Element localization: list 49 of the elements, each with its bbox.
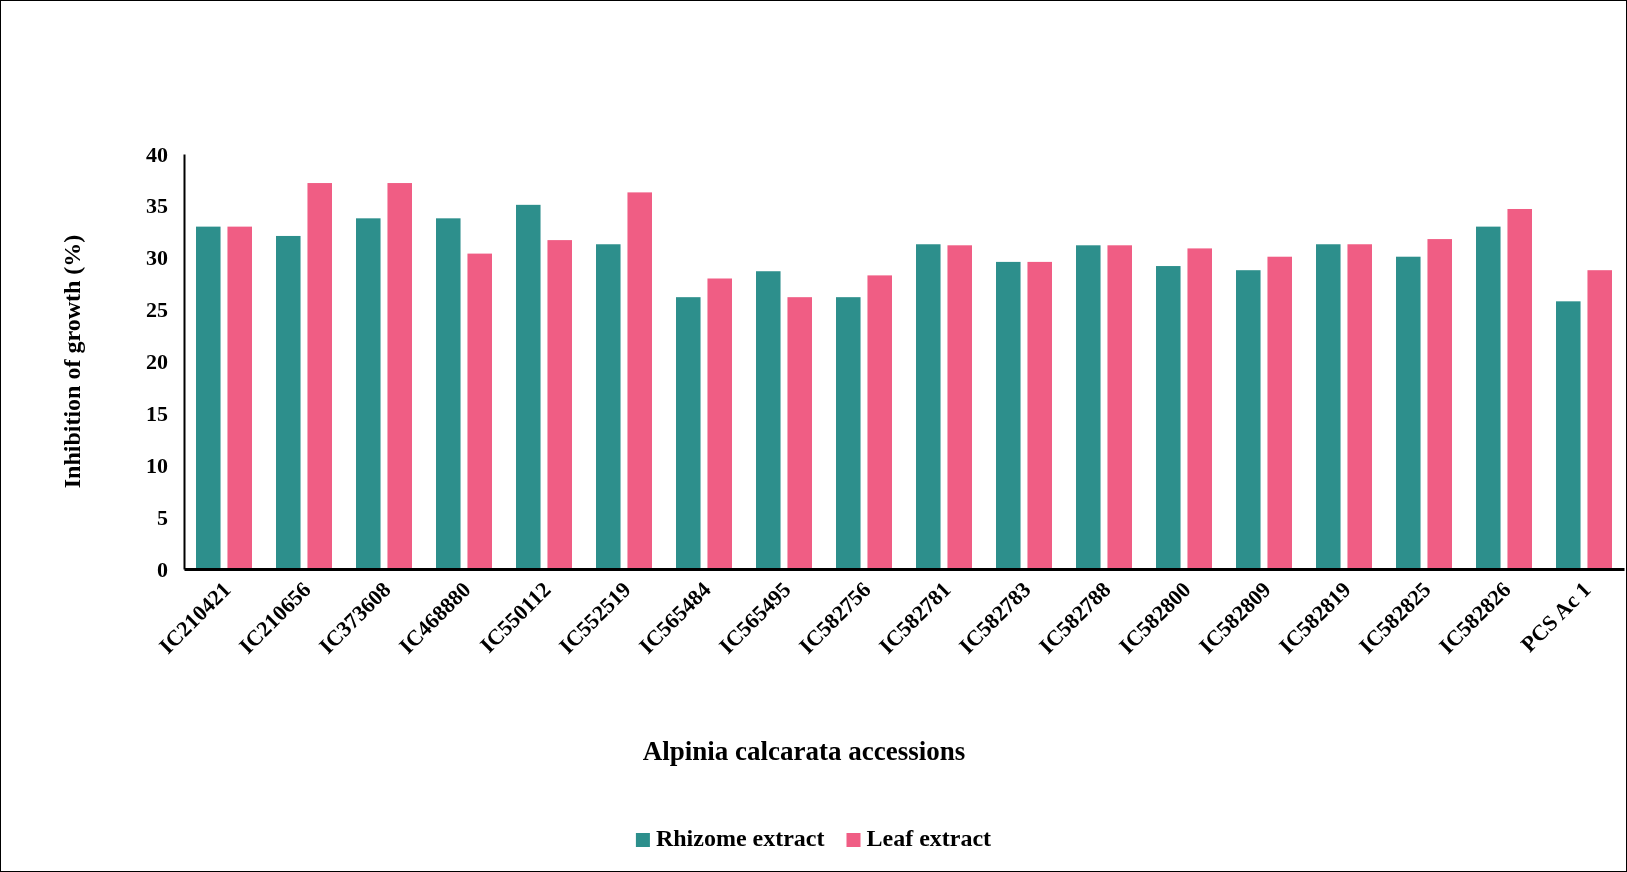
bar (836, 297, 861, 569)
bar (707, 278, 732, 569)
bar (1476, 226, 1501, 569)
y-tick-label: 40 (146, 141, 168, 167)
bar (596, 244, 621, 569)
bar (1156, 266, 1181, 569)
bar (436, 218, 461, 569)
bar (1107, 245, 1132, 569)
bar (867, 275, 892, 569)
bar (1347, 244, 1372, 569)
bar (1236, 270, 1261, 569)
legend-label: Leaf extract (866, 825, 992, 851)
bar (1316, 244, 1341, 569)
bar (1507, 208, 1532, 569)
bar (787, 297, 812, 569)
bar (996, 261, 1021, 569)
y-tick-label: 0 (157, 556, 168, 582)
bar (1427, 239, 1452, 569)
y-tick-label: 20 (146, 349, 168, 375)
bar (516, 204, 541, 569)
bar (1396, 256, 1421, 569)
bar (356, 218, 381, 569)
bar (627, 192, 652, 569)
y-tick-label: 10 (146, 452, 168, 478)
y-tick-label: 30 (146, 245, 168, 271)
bar (227, 226, 252, 569)
bar (467, 253, 492, 569)
bar (916, 244, 941, 569)
bar (1267, 256, 1292, 569)
y-tick-label: 5 (157, 504, 168, 530)
bar (307, 183, 332, 569)
bar (196, 226, 221, 569)
y-tick-label: 35 (146, 193, 168, 219)
bar (1027, 261, 1052, 569)
bar (1187, 248, 1212, 569)
bar (276, 235, 301, 569)
bar (756, 271, 781, 569)
y-tick-label: 15 (146, 400, 168, 426)
x-axis-title: Alpinia calcarata accessions (642, 736, 966, 766)
bar (676, 297, 701, 569)
bar (1556, 301, 1581, 569)
bar (387, 183, 412, 569)
bar (1587, 270, 1612, 569)
bar (547, 240, 572, 569)
y-axis-title: Inhibition of growth (%) (59, 234, 85, 489)
y-tick-label: 25 (146, 297, 168, 323)
bar (947, 245, 972, 569)
bar (1076, 245, 1101, 569)
legend-label: Rhizome extract (655, 825, 825, 851)
